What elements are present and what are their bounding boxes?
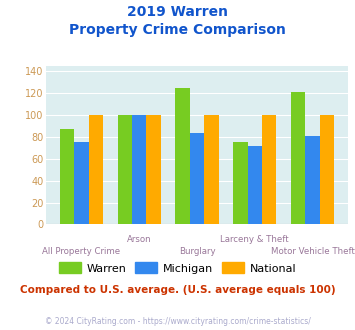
Bar: [89, 115, 103, 224]
Bar: [247, 146, 262, 224]
Bar: [262, 115, 277, 224]
Bar: [204, 115, 219, 224]
Bar: [190, 133, 204, 224]
Text: Motor Vehicle Theft: Motor Vehicle Theft: [271, 247, 354, 255]
Legend: Warren, Michigan, National: Warren, Michigan, National: [54, 258, 301, 278]
Text: © 2024 CityRating.com - https://www.cityrating.com/crime-statistics/: © 2024 CityRating.com - https://www.city…: [45, 317, 310, 326]
Bar: [60, 129, 74, 224]
Bar: [233, 143, 247, 224]
Text: All Property Crime: All Property Crime: [43, 247, 121, 255]
Text: Arson: Arson: [127, 236, 152, 245]
Text: 2019 Warren: 2019 Warren: [127, 5, 228, 19]
Text: Property Crime Comparison: Property Crime Comparison: [69, 23, 286, 37]
Bar: [147, 115, 161, 224]
Bar: [132, 115, 147, 224]
Text: Burglary: Burglary: [179, 247, 215, 255]
Bar: [291, 92, 305, 224]
Text: Larceny & Theft: Larceny & Theft: [220, 236, 289, 245]
Bar: [175, 88, 190, 224]
Bar: [305, 136, 320, 224]
Text: Compared to U.S. average. (U.S. average equals 100): Compared to U.S. average. (U.S. average …: [20, 285, 335, 295]
Bar: [118, 115, 132, 224]
Bar: [74, 143, 89, 224]
Bar: [320, 115, 334, 224]
